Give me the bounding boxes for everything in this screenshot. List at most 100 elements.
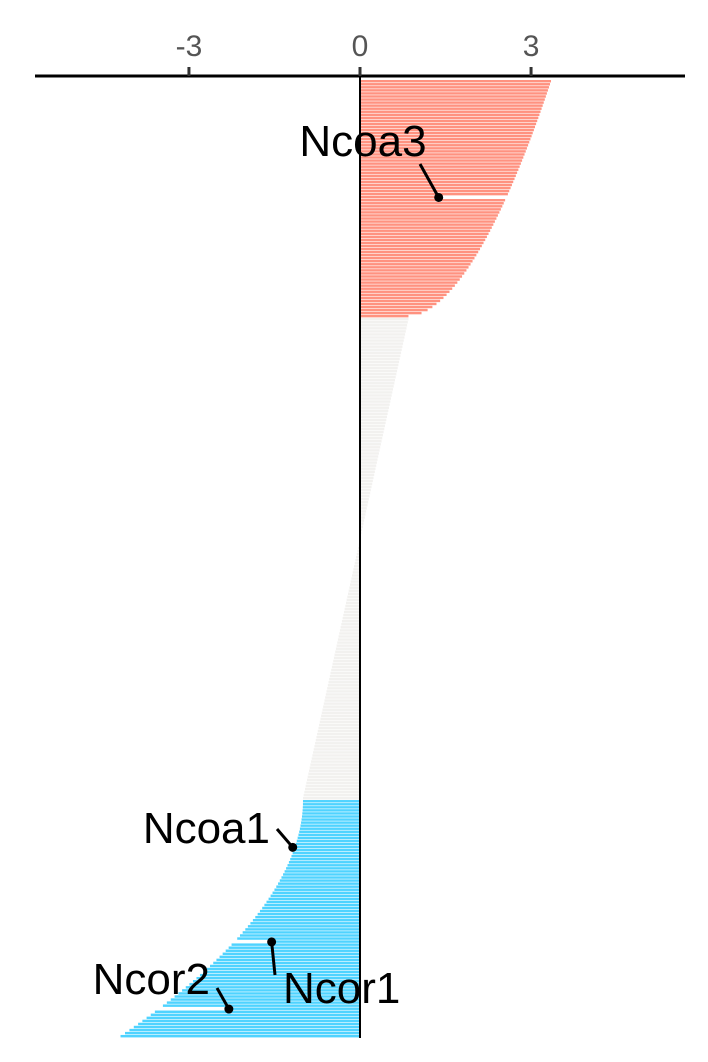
bar (247, 925, 360, 928)
bar (360, 391, 393, 394)
bar (352, 571, 360, 574)
bar (360, 491, 371, 495)
bar (225, 949, 360, 952)
bar (360, 80, 552, 83)
bar (259, 909, 360, 913)
bar (360, 220, 495, 223)
bar (360, 485, 372, 489)
bar (360, 369, 398, 373)
bar (360, 455, 379, 458)
bar (290, 857, 360, 861)
bar (360, 342, 404, 345)
bar (360, 95, 546, 98)
bar (360, 314, 409, 318)
highlight-point (434, 192, 444, 202)
bar (351, 577, 360, 580)
bar (302, 800, 360, 803)
bar (210, 964, 360, 968)
bar (237, 937, 360, 940)
bar (308, 772, 360, 776)
x-tick-label: -3 (176, 30, 203, 63)
bar (360, 415, 387, 419)
bar (239, 934, 360, 937)
bar (268, 897, 360, 901)
bar (360, 180, 514, 184)
bar (360, 281, 458, 284)
bar (360, 83, 550, 86)
bar (262, 906, 360, 910)
bar (360, 327, 407, 330)
bar (129, 1028, 360, 1032)
bar (326, 690, 360, 693)
bar (360, 458, 378, 461)
bar (199, 973, 360, 977)
bar (315, 739, 360, 742)
bar (360, 397, 391, 400)
bar (360, 324, 408, 327)
gene-label: Ncor2 (93, 955, 210, 1004)
bar (330, 671, 360, 675)
bar (125, 1031, 360, 1035)
highlight-point (224, 1004, 234, 1014)
bar (360, 504, 368, 507)
bar (316, 735, 360, 739)
gene-callouts: Ncoa3 Ncoa1 Ncor1 Ncor2 (93, 117, 444, 1014)
bar (360, 473, 375, 477)
bar (309, 769, 360, 772)
bar (354, 565, 360, 568)
highlight-point (288, 842, 298, 852)
bar (302, 809, 360, 812)
bar (360, 296, 444, 300)
bar (360, 406, 389, 409)
bar (360, 125, 535, 129)
bar (319, 723, 360, 727)
bar (360, 345, 403, 348)
bar (283, 873, 360, 876)
bar (319, 720, 360, 724)
bar (305, 784, 360, 788)
bar (335, 650, 360, 653)
bar (352, 574, 360, 577)
bar (360, 528, 363, 531)
bar (286, 867, 360, 870)
bar (360, 269, 467, 272)
bar (228, 946, 360, 949)
bar (360, 427, 385, 431)
bar (360, 272, 465, 275)
bar (360, 211, 500, 214)
bar (301, 815, 360, 818)
bar (360, 119, 538, 123)
bar (360, 113, 540, 117)
bar (302, 806, 360, 809)
bar (360, 366, 398, 370)
bar (331, 668, 360, 672)
bar (360, 302, 437, 306)
bars-group (120, 80, 552, 1038)
bar (142, 1019, 360, 1023)
bar (360, 110, 541, 113)
bar (302, 812, 360, 815)
bar (255, 915, 360, 919)
bar (360, 400, 391, 403)
bar (222, 952, 360, 956)
bar (360, 461, 377, 464)
bar (360, 336, 405, 339)
bar (360, 122, 537, 126)
bar (317, 729, 360, 733)
bar (338, 635, 360, 638)
bar (346, 598, 360, 602)
bar (333, 659, 360, 663)
bar (360, 482, 373, 486)
bar (350, 580, 360, 583)
bar (360, 253, 477, 257)
bar (293, 848, 360, 852)
gene-label: Ncor1 (283, 964, 400, 1013)
bar (170, 998, 360, 1001)
bar (242, 931, 360, 934)
bar (325, 696, 360, 699)
bar (360, 217, 497, 220)
bar (360, 238, 486, 242)
bar (360, 357, 400, 361)
bar (360, 284, 455, 287)
bar (360, 235, 487, 239)
